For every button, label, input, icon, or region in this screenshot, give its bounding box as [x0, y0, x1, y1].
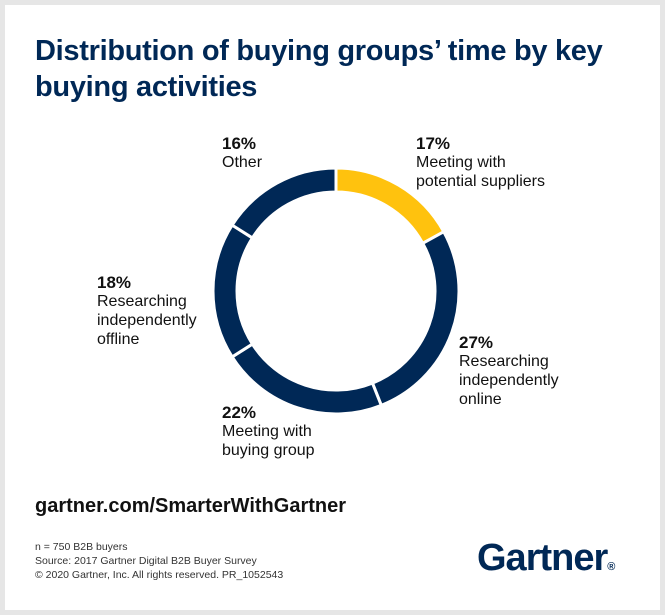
note: Source: 2017 Gartner Digital B2B Buyer S…	[35, 555, 257, 567]
category-label: Researching independently online	[459, 353, 559, 408]
donut-segment	[211, 223, 255, 359]
chart	[211, 166, 461, 416]
note: © 2020 Gartner, Inc. All rights reserved…	[35, 569, 284, 581]
data-label: 17% Meeting with potential suppliers	[416, 134, 566, 191]
category-label: Meeting with buying group	[222, 423, 315, 459]
logo: Gartner®	[477, 537, 615, 580]
data-label: 22% Meeting with buying group	[222, 403, 332, 460]
value-label: 17%	[416, 134, 451, 153]
donut-segment	[370, 229, 461, 408]
card: Distribution of buying groups’ time by k…	[5, 5, 660, 610]
logo-mark: ®	[607, 561, 616, 573]
chart-title: Distribution of buying groups’ time by k…	[35, 35, 603, 103]
data-label: 16% Other	[222, 134, 342, 172]
note: n = 750 B2B buyers	[35, 541, 128, 553]
category-label: Meeting with potential suppliers	[416, 154, 545, 190]
value-label: 18%	[97, 273, 132, 292]
category-label: Researching independently offline	[97, 293, 197, 348]
logo-text: Gartner	[477, 537, 608, 579]
value-label: 27%	[459, 333, 494, 352]
value-label: 22%	[222, 403, 257, 422]
url: gartner.com/SmarterWithGartner	[35, 495, 347, 517]
donut-segment	[230, 166, 338, 241]
category-label: Other	[222, 154, 263, 171]
data-label: 18% Researching independently offline	[97, 273, 217, 349]
value-label: 16%	[222, 134, 257, 153]
data-label: 27% Researching independently online	[459, 333, 579, 409]
